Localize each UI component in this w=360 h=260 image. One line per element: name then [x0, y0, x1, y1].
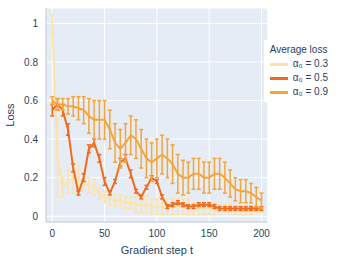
- svg-text:1: 1: [32, 18, 38, 29]
- svg-text:Gradient step t: Gradient step t: [121, 244, 193, 256]
- svg-text:150: 150: [201, 228, 218, 239]
- svg-text:0.4: 0.4: [24, 134, 38, 145]
- svg-text:200: 200: [253, 228, 270, 239]
- svg-text:0.8: 0.8: [24, 57, 38, 68]
- svg-text:100: 100: [149, 228, 166, 239]
- html-text:α₀ = 0.3: α₀ = 0.3: [292, 58, 328, 69]
- svg-text:0.6: 0.6: [24, 95, 38, 106]
- html-text:α₀ = 0.9: α₀ = 0.9: [292, 86, 328, 97]
- html-text:Average loss: Average loss: [269, 44, 328, 55]
- svg-text:0: 0: [49, 228, 55, 239]
- svg-text:Loss: Loss: [8, 103, 16, 127]
- svg-text:0: 0: [32, 211, 38, 222]
- html-text:α₀ = 0.5: α₀ = 0.5: [292, 72, 328, 83]
- svg-text:0.2: 0.2: [24, 172, 38, 183]
- svg-text:50: 50: [99, 228, 111, 239]
